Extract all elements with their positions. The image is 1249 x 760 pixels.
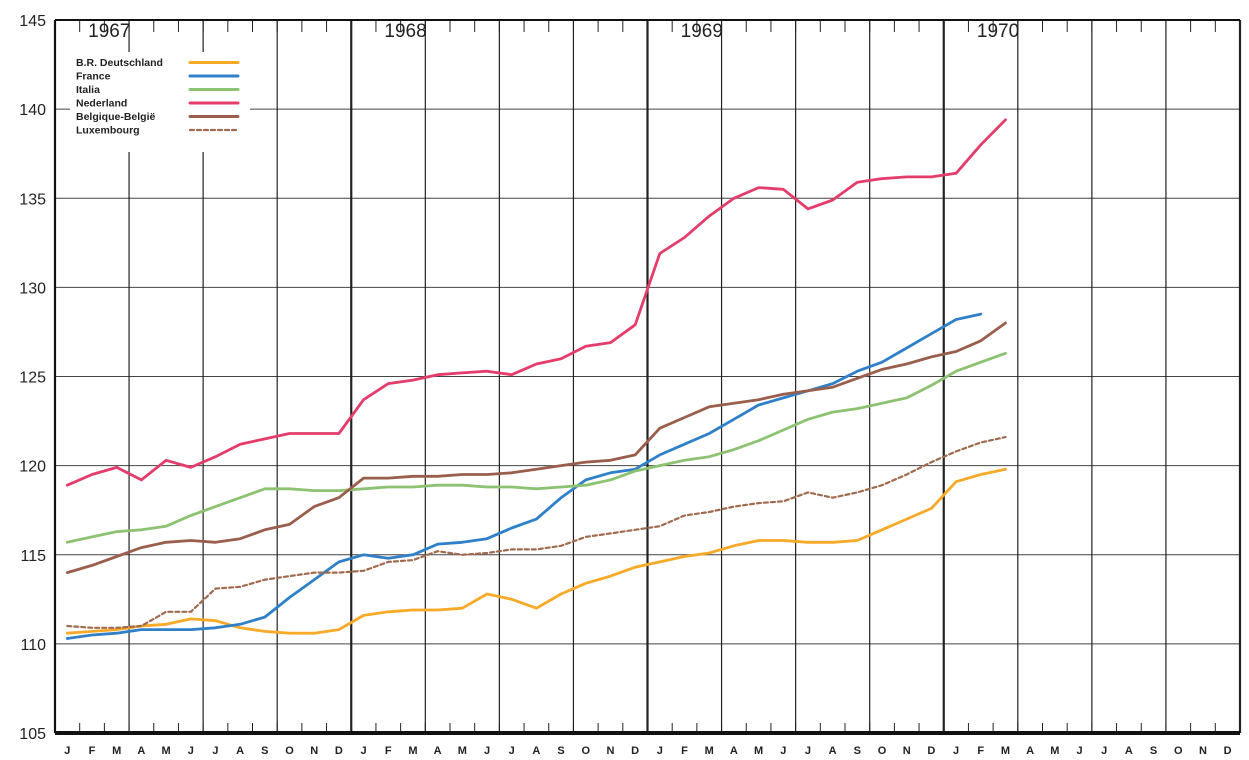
series-lines: [65, 118, 1007, 640]
x-month-label: J: [953, 745, 959, 757]
x-month-label: D: [335, 745, 343, 757]
x-month-label: A: [1026, 745, 1034, 757]
series-line-belgique-belgi-: [65, 321, 1007, 574]
x-month-label: F: [385, 745, 392, 757]
x-month-label: J: [484, 745, 490, 757]
series-line-italia: [65, 351, 1007, 544]
year-label: 1968: [384, 21, 426, 42]
legend-label: Belgique-België: [76, 111, 156, 123]
x-month-label: S: [854, 745, 861, 757]
series-line-b-r-deutschland: [65, 467, 1007, 635]
legend-label: Nederland: [76, 98, 127, 110]
x-month-label: N: [310, 745, 318, 757]
x-month-label: J: [188, 745, 194, 757]
x-month-label: J: [509, 745, 515, 757]
series-line-luxembourg: [66, 436, 1007, 629]
x-month-label: J: [64, 745, 70, 757]
x-month-label: A: [730, 745, 738, 757]
x-month-label: A: [236, 745, 244, 757]
x-month-label: M: [754, 745, 763, 757]
x-month-label: N: [903, 745, 911, 757]
legend-label: Luxembourg: [76, 125, 140, 137]
x-month-label: M: [705, 745, 714, 757]
y-tick-label: 120: [19, 459, 46, 476]
year-label: 1969: [681, 21, 723, 42]
x-month-label: J: [1076, 745, 1082, 757]
year-label: 1967: [88, 21, 130, 42]
y-tick-label: 125: [19, 370, 46, 387]
x-month-label: F: [977, 745, 984, 757]
x-month-label: A: [434, 745, 442, 757]
series-line-nederland: [65, 118, 1007, 487]
x-month-label: S: [1150, 745, 1157, 757]
x-month-label: O: [1174, 745, 1183, 757]
x-month-label: A: [829, 745, 837, 757]
x-month-label: O: [582, 745, 591, 757]
x-month-label: M: [162, 745, 171, 757]
axes: 105 110 115 120 125 130 135 140 145 J F M A M J J A S O N D J…: [19, 13, 1240, 757]
x-month-label: J: [361, 745, 367, 757]
x-month-label: J: [805, 745, 811, 757]
x-month-label: N: [606, 745, 614, 757]
x-month-label: F: [89, 745, 96, 757]
x-month-label: D: [631, 745, 639, 757]
x-month-label: F: [681, 745, 688, 757]
x-month-label: N: [1199, 745, 1207, 757]
series-line-france: [65, 312, 983, 640]
x-month-label: A: [137, 745, 145, 757]
year-label: 1970: [977, 21, 1019, 42]
x-month-label: S: [261, 745, 268, 757]
x-month-label: J: [1101, 745, 1107, 757]
y-tick-label: 135: [19, 191, 46, 208]
y-tick-label: 115: [20, 548, 46, 565]
x-month-label: S: [557, 745, 564, 757]
x-month-label: J: [212, 745, 218, 757]
x-month-label: M: [458, 745, 467, 757]
x-month-label: M: [112, 745, 121, 757]
y-tick-label: 110: [20, 637, 46, 654]
y-tick-label: 130: [19, 280, 46, 297]
y-tick-label: 140: [19, 102, 46, 119]
x-month-label: A: [532, 745, 540, 757]
x-month-label: M: [1001, 745, 1010, 757]
y-tick-label: 105: [19, 726, 46, 743]
x-month-label: M: [408, 745, 417, 757]
y-tick-label: 145: [19, 13, 46, 30]
x-month-label: J: [657, 745, 663, 757]
x-month-label: D: [1224, 745, 1232, 757]
x-month-label: A: [1125, 745, 1133, 757]
legend-label: B.R. Deutschland: [76, 57, 163, 69]
legend-label: France: [76, 71, 111, 83]
legend-label: Italia: [76, 84, 100, 96]
x-month-label: D: [927, 745, 935, 757]
x-month-label: J: [780, 745, 786, 757]
x-month-label: O: [285, 745, 294, 757]
x-month-label: M: [1050, 745, 1059, 757]
x-month-label: O: [878, 745, 887, 757]
